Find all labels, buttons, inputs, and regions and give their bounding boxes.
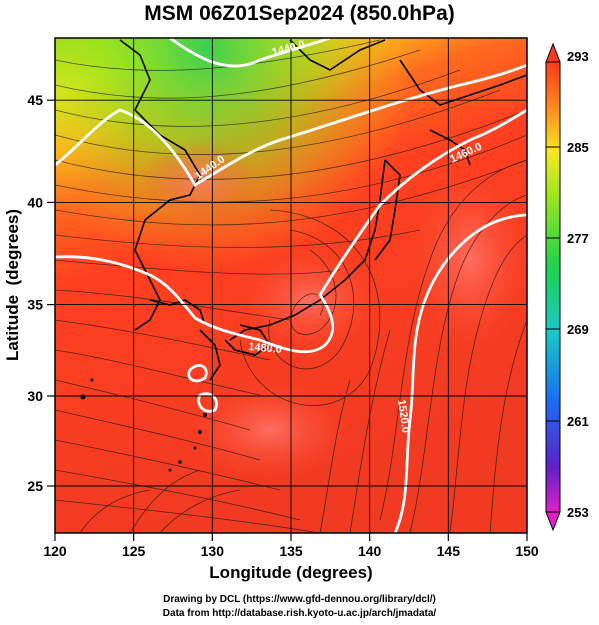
credits: Drawing by DCL (https://www.gfd-dennou.o… bbox=[0, 593, 599, 621]
y-axis-label: Latitude (degrees) bbox=[3, 209, 22, 361]
colorbar-label: 269 bbox=[567, 322, 589, 337]
x-tick-label: 125 bbox=[122, 543, 146, 559]
map-grid bbox=[55, 38, 527, 533]
x-tick-label: 150 bbox=[515, 543, 539, 559]
streamlines bbox=[55, 39, 527, 533]
y-tick-label: 25 bbox=[27, 478, 43, 494]
colorbar-label: 261 bbox=[567, 414, 589, 429]
credits-line-2: Data from http://database.rish.kyoto-u.a… bbox=[162, 608, 437, 619]
geopotential-contours bbox=[55, 38, 527, 533]
y-tick-label: 40 bbox=[27, 194, 43, 210]
colorbar-label: 277 bbox=[567, 231, 589, 246]
y-tick-labels: 25 30 35 40 45 bbox=[27, 92, 43, 494]
colorbar-top-arrow bbox=[545, 42, 561, 63]
y-tick-label: 45 bbox=[27, 92, 43, 108]
x-tick-label: 130 bbox=[201, 543, 225, 559]
x-tick-label: 145 bbox=[437, 543, 461, 559]
axis-ticks bbox=[47, 99, 528, 541]
contour-label: 1520.0 bbox=[395, 399, 412, 434]
x-tick-labels: 120 125 130 135 140 145 150 bbox=[43, 543, 539, 559]
map-title: MSM 06Z01Sep2024 (850.0hPa) bbox=[144, 2, 455, 25]
contour-label: 1480.0 bbox=[248, 341, 283, 356]
x-tick-label: 135 bbox=[279, 543, 303, 559]
colorbar: 293 285 277 269 261 253 bbox=[545, 42, 589, 532]
colorbar-body bbox=[545, 61, 561, 513]
colorbar-bottom-arrow bbox=[545, 511, 561, 532]
credits-line-1: Drawing by DCL (https://www.gfd-dennou.o… bbox=[163, 594, 436, 605]
temperature-field bbox=[55, 38, 527, 533]
colorbar-label: 253 bbox=[567, 505, 589, 520]
y-tick-label: 30 bbox=[27, 388, 43, 404]
x-axis-label: Longitude (degrees) bbox=[209, 563, 372, 582]
coastlines bbox=[119, 39, 527, 381]
y-tick-label: 35 bbox=[27, 297, 43, 313]
colorbar-label: 285 bbox=[567, 140, 589, 155]
x-tick-label: 140 bbox=[358, 543, 382, 559]
colorbar-label: 293 bbox=[567, 49, 589, 64]
x-tick-label: 120 bbox=[43, 543, 67, 559]
